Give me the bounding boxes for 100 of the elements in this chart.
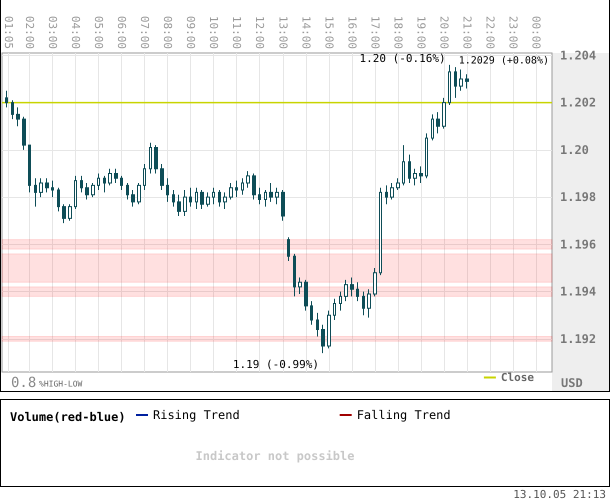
candlestick <box>413 168 417 186</box>
candlestick <box>333 298 336 321</box>
candlestick <box>160 164 164 191</box>
candlestick <box>373 268 377 297</box>
candlestick <box>448 64 451 106</box>
x-tick-label: 12:00 <box>253 16 266 49</box>
candlestick <box>396 178 400 191</box>
candlestick <box>34 178 37 208</box>
candlestick <box>350 276 354 297</box>
candlestick <box>408 154 411 184</box>
candlestick <box>85 182 89 200</box>
x-tick-label: 10:00 <box>207 16 220 49</box>
x-tick-label: 19:00 <box>414 16 428 49</box>
candlestick <box>269 182 273 202</box>
candlestick <box>189 187 192 208</box>
candlestick <box>362 291 365 316</box>
x-tick-label: 06:00 <box>115 16 128 49</box>
candlestick <box>246 170 250 188</box>
candlestick <box>316 312 319 338</box>
candlestick <box>137 182 141 205</box>
x-tick-label: 18:00 <box>391 16 404 49</box>
candlestick <box>235 180 238 198</box>
candlestick <box>91 182 95 198</box>
x-tick-label: 07:00 <box>138 16 152 49</box>
candlestick <box>80 175 83 193</box>
candlestick <box>103 175 106 193</box>
x-tick-label: 16:00 <box>345 16 358 49</box>
candlestick <box>212 187 215 205</box>
candlestick <box>431 114 434 141</box>
legend-label: Falling Trend <box>356 408 451 422</box>
candlestick <box>327 310 331 349</box>
x-tick-label: 22:00 <box>483 16 496 49</box>
candlestick <box>120 175 123 191</box>
y-tick-label: 1.196 <box>560 237 596 252</box>
candlestick <box>183 190 187 217</box>
candlestick <box>57 187 60 212</box>
candlestick <box>390 182 394 200</box>
text: %HIGH-LOW <box>39 380 83 388</box>
text: USD <box>561 376 583 390</box>
x-tick-label: 04:00 <box>69 16 82 49</box>
candlestick <box>177 194 181 217</box>
x-tick-label: 11:00 <box>230 16 244 49</box>
candlestick <box>97 173 100 191</box>
x-tick-label: 21:00 <box>460 16 474 49</box>
text: 0.8 <box>11 375 36 391</box>
candlestick <box>39 178 43 198</box>
y-tick-label: 1.194 <box>560 284 596 299</box>
candlestick <box>436 112 440 134</box>
y-tick-label: 1.204 <box>560 48 596 62</box>
candlestick <box>5 90 8 108</box>
candlestick <box>293 253 296 297</box>
candlestick <box>172 190 175 208</box>
candlestick <box>304 279 308 312</box>
candlestick <box>344 279 348 302</box>
candlestick <box>68 204 72 222</box>
candlestick <box>379 187 382 276</box>
candlestick <box>454 66 457 98</box>
candlestick <box>281 190 285 222</box>
x-tick-label: 01:05 <box>2 16 16 49</box>
candlestick <box>22 116 26 150</box>
x-tick-label: 00:00 <box>529 16 542 49</box>
candlestick <box>149 142 152 174</box>
y-tick-label: 1.202 <box>560 96 596 110</box>
candlestick <box>108 168 112 186</box>
candlestick <box>402 144 405 186</box>
candlestick <box>62 204 66 224</box>
candlestick <box>131 190 135 208</box>
candlestick <box>425 132 428 179</box>
x-tick-label: 14:00 <box>299 16 312 49</box>
legend-label: Close <box>500 371 534 384</box>
candlestick <box>252 173 256 200</box>
candlestick <box>45 178 49 193</box>
candlestick <box>298 276 302 295</box>
candlestick <box>321 324 325 354</box>
candlestick <box>287 236 290 262</box>
candlestick <box>264 190 267 208</box>
x-tick-label: 23:00 <box>506 16 520 49</box>
text: 13.10.05 21:13 <box>513 488 606 501</box>
legend-label: Rising Trend <box>153 408 240 422</box>
x-tick-label: 08:00 <box>161 16 174 49</box>
candlestick <box>339 291 342 312</box>
candlestick <box>114 168 118 184</box>
candlestick <box>200 190 204 210</box>
y-tick-label: 1.198 <box>560 190 596 204</box>
x-tick-label: 09:00 <box>184 16 198 49</box>
y-tick-label: 1.192 <box>560 332 596 346</box>
candlestick <box>229 182 233 200</box>
annotation: 1.19 (-0.99%) <box>232 358 320 372</box>
candlestick <box>218 190 221 208</box>
x-tick-label: 15:00 <box>322 16 336 49</box>
annotation: 1.2029 (+0.08%) <box>458 56 549 66</box>
text: Volume(red-blue) <box>10 410 126 424</box>
x-tick-label: 20:00 <box>437 16 450 49</box>
x-tick-label: 02:00 <box>23 16 36 49</box>
candlestick <box>367 288 371 318</box>
y-tick-label: 1.20 <box>560 142 589 157</box>
candlestick <box>223 192 227 210</box>
x-tick-label: 17:00 <box>368 16 382 49</box>
candlestick <box>275 187 279 205</box>
candlestick <box>11 100 14 120</box>
